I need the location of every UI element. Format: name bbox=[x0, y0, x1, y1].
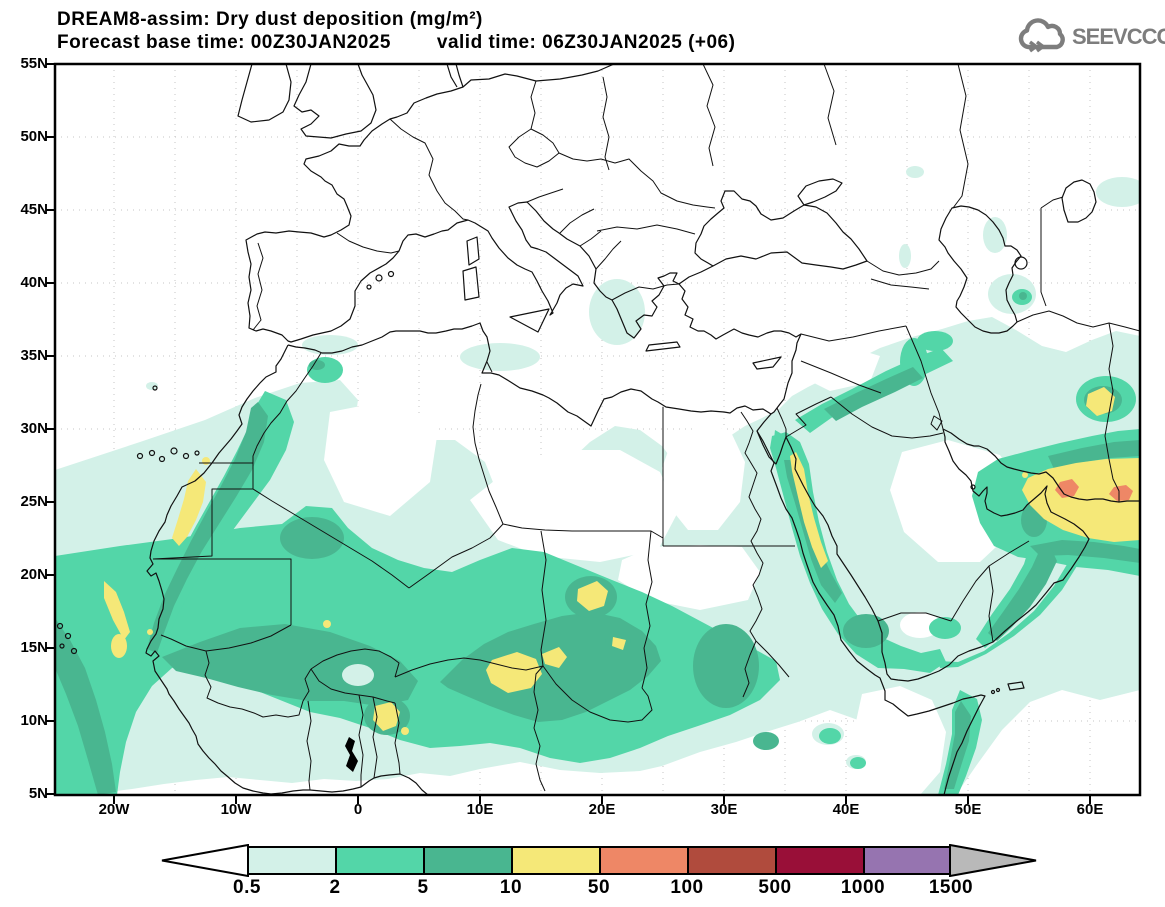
lat-tick-label: 15N bbox=[20, 639, 48, 656]
colorbar-over-arrow bbox=[949, 844, 1037, 877]
lat-tick bbox=[46, 793, 54, 795]
lon-tick bbox=[357, 796, 359, 804]
map-canvas bbox=[53, 62, 1142, 797]
lat-tick-label: 25N bbox=[20, 493, 48, 510]
colorbar-bar bbox=[247, 846, 955, 875]
colorbar-segment bbox=[249, 848, 337, 873]
figure-titles: DREAM8-assim: Dry dust deposition (mg/m²… bbox=[57, 8, 735, 54]
colorbar-tick-value: 100 bbox=[670, 877, 704, 898]
colorbar-segment bbox=[689, 848, 777, 873]
forecast-base-time: Forecast base time: 00Z30JAN2025 bbox=[57, 32, 391, 53]
lon-tick-label: 10W bbox=[220, 801, 252, 818]
lat-tick-label: 55N bbox=[20, 55, 48, 72]
nile-river bbox=[740, 411, 790, 698]
map-frame bbox=[53, 62, 1142, 797]
colorbar-tick-value: 2 bbox=[329, 877, 341, 898]
lat-tick bbox=[46, 647, 54, 649]
dust-layer-10 bbox=[104, 387, 1140, 735]
lat-tick-label: 10N bbox=[20, 712, 48, 729]
colorbar-segment bbox=[601, 848, 689, 873]
lon-tick bbox=[723, 796, 725, 804]
dust-hole-burkina bbox=[342, 664, 374, 686]
lon-tick bbox=[1089, 796, 1091, 804]
lat-tick bbox=[46, 209, 54, 211]
coastlines bbox=[56, 64, 1140, 795]
lon-tick bbox=[967, 796, 969, 804]
lat-tick-label: 40N bbox=[20, 274, 48, 291]
lat-tick bbox=[46, 501, 54, 503]
lon-tick-label: 0 bbox=[353, 801, 363, 818]
seevccc-logo: SEEVCCC bbox=[1016, 18, 1165, 56]
lat-tick bbox=[46, 63, 54, 65]
lat-tick-label: 45N bbox=[20, 201, 48, 218]
colorbar-tick-value: 0.5 bbox=[233, 877, 261, 898]
lon-tick-label: 20E bbox=[588, 801, 616, 818]
valid-time: valid time: 06Z30JAN2025 (+06) bbox=[436, 32, 736, 53]
country-borders bbox=[152, 64, 1140, 792]
lat-tick bbox=[46, 136, 54, 138]
lat-tick bbox=[46, 282, 54, 284]
lon-tick bbox=[845, 796, 847, 804]
lat-tick-label: 50N bbox=[20, 128, 48, 145]
colorbar-segment bbox=[513, 848, 601, 873]
dust-clear-gaps bbox=[196, 344, 1022, 795]
lon-tick bbox=[113, 796, 115, 804]
colorbar-segment bbox=[337, 848, 425, 873]
lon-tick bbox=[601, 796, 603, 804]
colorbar-tick-value: 500 bbox=[758, 877, 792, 898]
lake-volta bbox=[345, 737, 358, 772]
logo-text: SEEVCCC bbox=[1072, 24, 1165, 49]
lat-tick-label: 5N bbox=[28, 785, 48, 802]
lon-tick-label: 10E bbox=[466, 801, 494, 818]
colorbar-segment bbox=[865, 848, 953, 873]
colorbar-under-arrow bbox=[161, 844, 249, 877]
colorbar-tick-value: 1500 bbox=[928, 877, 974, 898]
colorbar-tick-value: 5 bbox=[417, 877, 429, 898]
lat-tick bbox=[46, 428, 54, 430]
figure-subtitle: Forecast base time: 00Z30JAN2025 valid ti… bbox=[57, 31, 735, 54]
lat-tick bbox=[46, 574, 54, 576]
lat-tick-label: 30N bbox=[20, 420, 48, 437]
colorbar-tick-value: 50 bbox=[587, 877, 611, 898]
lat-tick bbox=[46, 355, 54, 357]
dust-layer-5 bbox=[55, 292, 1140, 795]
colorbar-segment bbox=[425, 848, 513, 873]
cloud-icon bbox=[1018, 18, 1065, 53]
lon-tick-label: 30E bbox=[710, 801, 738, 818]
figure-title: DREAM8-assim: Dry dust deposition (mg/m²… bbox=[57, 9, 483, 30]
lon-tick-label: 20W bbox=[98, 801, 130, 818]
lat-tick-label: 35N bbox=[20, 347, 48, 364]
lat-tick-label: 20N bbox=[20, 566, 48, 583]
lon-tick bbox=[479, 796, 481, 804]
colorbar-tick-value: 1000 bbox=[840, 877, 886, 898]
colorbar-tick-value: 10 bbox=[499, 877, 523, 898]
lat-tick bbox=[46, 720, 54, 722]
lon-tick-label: 40E bbox=[832, 801, 860, 818]
dust-layer-50 bbox=[1055, 479, 1133, 501]
lon-tick-label: 60E bbox=[1076, 801, 1104, 818]
lon-tick bbox=[235, 796, 237, 804]
lon-tick-label: 50E bbox=[954, 801, 982, 818]
colorbar-segment bbox=[777, 848, 865, 873]
